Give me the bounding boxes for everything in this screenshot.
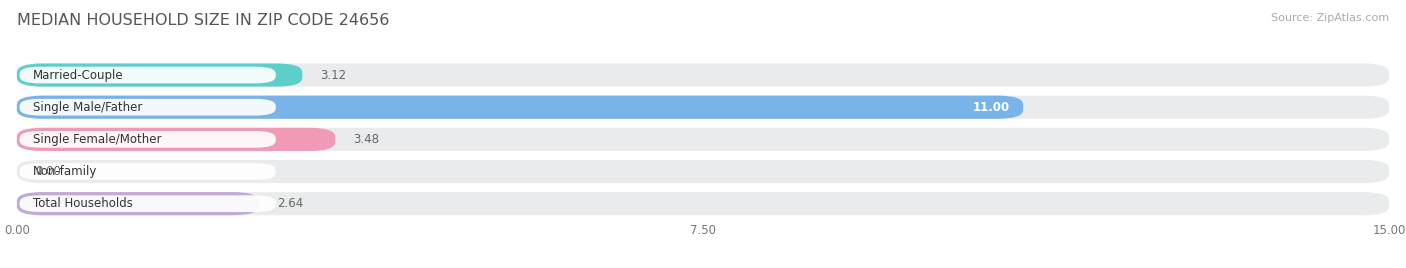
FancyBboxPatch shape xyxy=(17,64,1389,87)
FancyBboxPatch shape xyxy=(20,131,276,148)
Text: Non-family: Non-family xyxy=(34,165,97,178)
FancyBboxPatch shape xyxy=(17,64,302,87)
FancyBboxPatch shape xyxy=(20,195,276,212)
Text: Single Male/Father: Single Male/Father xyxy=(34,101,143,114)
Text: MEDIAN HOUSEHOLD SIZE IN ZIP CODE 24656: MEDIAN HOUSEHOLD SIZE IN ZIP CODE 24656 xyxy=(17,13,389,28)
FancyBboxPatch shape xyxy=(20,67,276,83)
Text: 2.64: 2.64 xyxy=(277,197,302,210)
FancyBboxPatch shape xyxy=(20,163,276,180)
FancyBboxPatch shape xyxy=(17,128,335,151)
FancyBboxPatch shape xyxy=(20,99,276,116)
FancyBboxPatch shape xyxy=(17,96,1024,119)
FancyBboxPatch shape xyxy=(17,160,1389,183)
FancyBboxPatch shape xyxy=(17,96,1389,119)
FancyBboxPatch shape xyxy=(17,192,259,215)
Text: Married-Couple: Married-Couple xyxy=(34,69,124,81)
FancyBboxPatch shape xyxy=(17,192,1389,215)
Text: 0.00: 0.00 xyxy=(35,165,60,178)
FancyBboxPatch shape xyxy=(17,128,1389,151)
Text: Source: ZipAtlas.com: Source: ZipAtlas.com xyxy=(1271,13,1389,23)
Text: Single Female/Mother: Single Female/Mother xyxy=(34,133,162,146)
Text: 3.12: 3.12 xyxy=(321,69,347,81)
Text: 11.00: 11.00 xyxy=(973,101,1010,114)
Text: 3.48: 3.48 xyxy=(353,133,380,146)
Text: Total Households: Total Households xyxy=(34,197,134,210)
